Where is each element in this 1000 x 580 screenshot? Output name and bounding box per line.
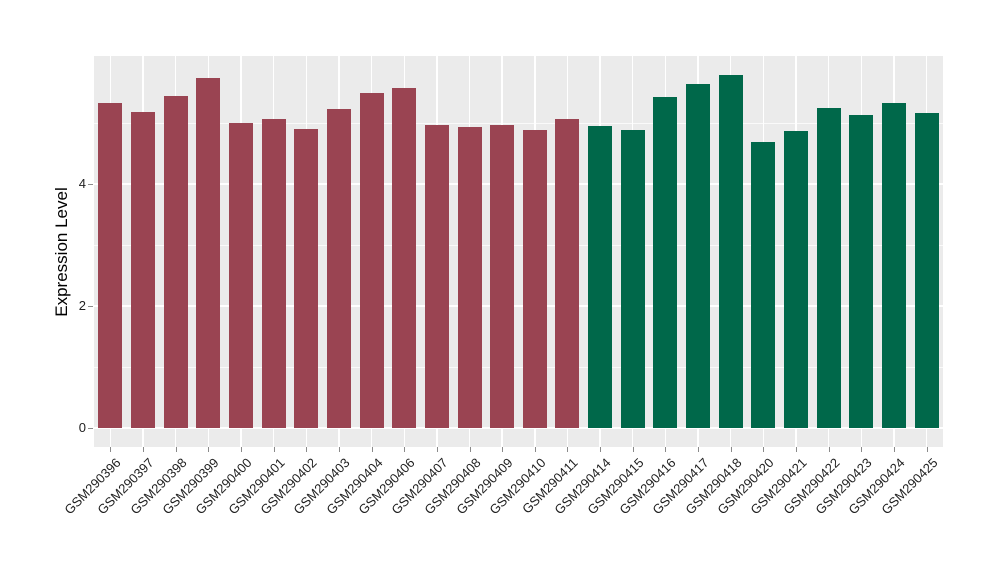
y-axis-tick <box>88 428 93 429</box>
bar-GSM290404 <box>359 93 384 428</box>
major-gridline <box>94 305 943 307</box>
x-axis-tick <box>208 447 210 452</box>
bar-GSM290417 <box>686 83 711 428</box>
y-axis-tick-label: 0 <box>78 420 86 435</box>
x-axis-tick <box>730 447 732 452</box>
x-axis-tick <box>567 447 569 452</box>
bar-GSM290399 <box>196 77 221 428</box>
x-axis-tick <box>828 447 830 452</box>
x-axis-tick <box>175 447 177 452</box>
bar-GSM290424 <box>882 102 907 428</box>
minor-gridline <box>94 245 943 246</box>
bar-GSM290407 <box>424 124 449 428</box>
x-axis-tick <box>110 447 112 452</box>
x-axis-tick <box>796 447 798 452</box>
bar-GSM290421 <box>784 130 809 428</box>
bar-GSM290418 <box>718 74 743 428</box>
x-axis-tick <box>763 447 765 452</box>
bar-GSM290411 <box>555 118 580 428</box>
x-axis-tick <box>436 447 438 452</box>
bar-GSM290400 <box>228 123 253 428</box>
bar-GSM290422 <box>816 107 841 428</box>
x-axis-tick <box>698 447 700 452</box>
y-axis-tick-label: 2 <box>78 298 86 313</box>
x-axis-tick <box>502 447 504 452</box>
bar-GSM290406 <box>392 88 417 428</box>
bar-GSM290409 <box>490 124 515 428</box>
bar-GSM290420 <box>751 141 776 428</box>
x-axis-tick <box>632 447 634 452</box>
x-axis-tick <box>665 447 667 452</box>
y-axis-tick <box>88 306 93 307</box>
x-axis-tick <box>338 447 340 452</box>
x-axis-tick <box>142 447 144 452</box>
y-axis-title: Expression Level <box>52 187 71 317</box>
major-gridline <box>94 183 943 185</box>
x-axis-tick <box>306 447 308 452</box>
bar-GSM290403 <box>326 108 351 428</box>
x-axis-tick <box>600 447 602 452</box>
bar-GSM290396 <box>98 102 123 428</box>
x-axis-tick <box>240 447 242 452</box>
minor-gridline <box>94 123 943 124</box>
bar-GSM290398 <box>163 96 188 428</box>
bar-GSM290397 <box>130 112 155 428</box>
y-axis-tick <box>88 184 93 185</box>
bar-GSM290414 <box>588 126 613 428</box>
x-axis-tick <box>534 447 536 452</box>
bar-GSM290416 <box>653 96 678 428</box>
bar-GSM290401 <box>261 119 286 428</box>
x-axis-tick <box>404 447 406 452</box>
x-axis-tick <box>469 447 471 452</box>
x-axis-tick <box>273 447 275 452</box>
major-gridline <box>94 427 943 429</box>
bar-GSM290408 <box>457 127 482 428</box>
x-axis-tick <box>861 447 863 452</box>
plot-panel <box>94 56 943 447</box>
x-axis-tick <box>894 447 896 452</box>
bar-GSM290425 <box>914 113 939 428</box>
bar-GSM290410 <box>522 129 547 428</box>
bar-GSM290423 <box>849 115 874 428</box>
y-axis-tick-label: 4 <box>78 176 86 191</box>
x-axis-tick <box>371 447 373 452</box>
bar-GSM290402 <box>294 129 319 428</box>
x-axis-tick <box>926 447 928 452</box>
minor-gridline <box>94 367 943 368</box>
bar-GSM290415 <box>620 129 645 428</box>
